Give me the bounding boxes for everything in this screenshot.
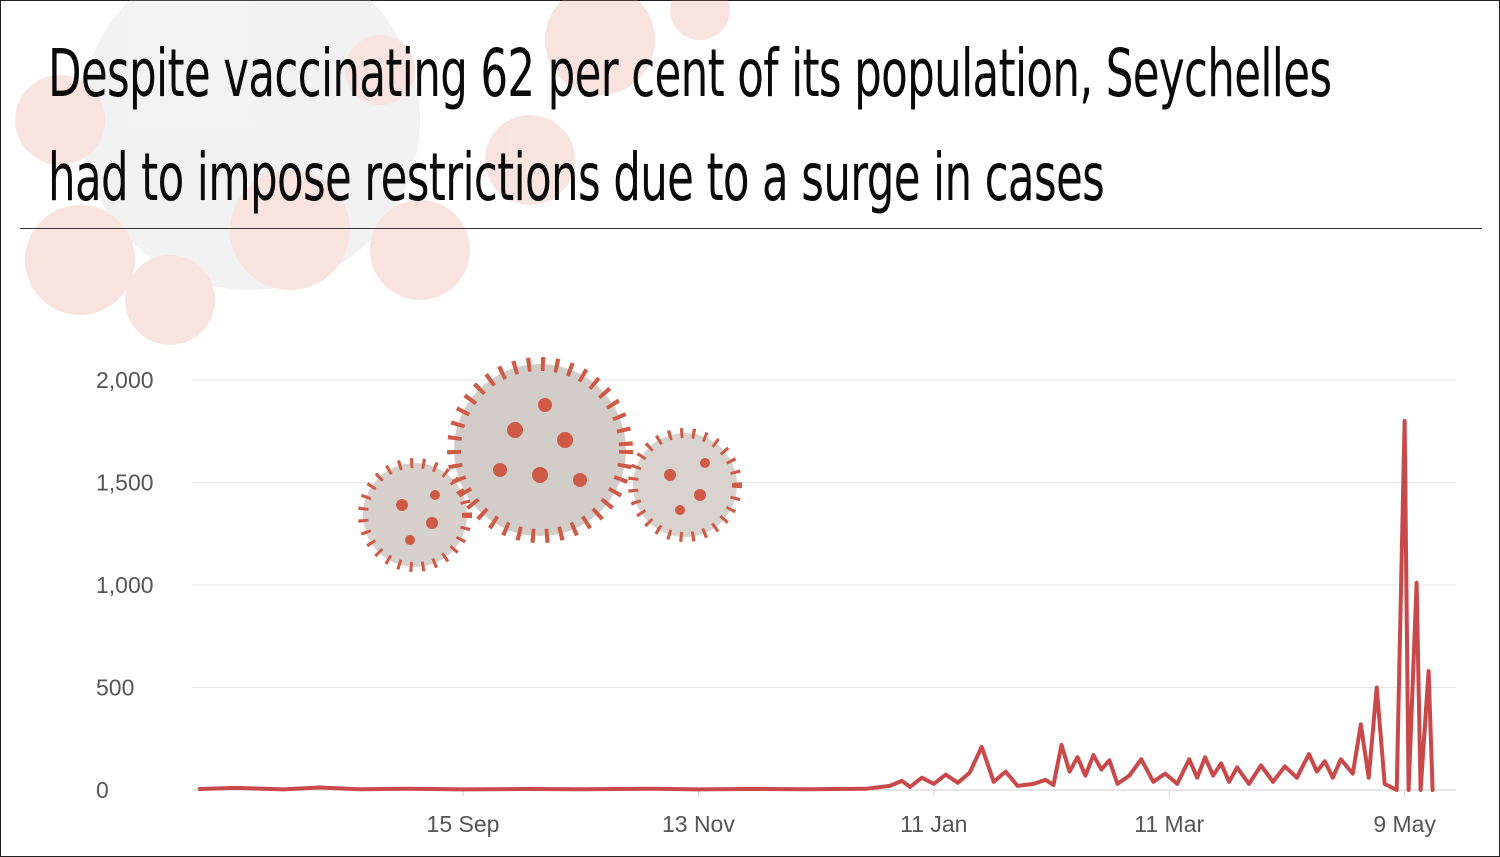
coronavirus-illustration	[358, 357, 742, 572]
x-tick-label: 9 May	[1373, 811, 1436, 837]
y-tick-label: 500	[96, 675, 134, 701]
virus-icon-large-center	[447, 357, 633, 543]
y-tick-label: 1,000	[96, 572, 154, 598]
title-divider	[20, 228, 1482, 229]
page-title: Despite vaccinating 62 per cent of its p…	[48, 22, 1332, 230]
y-tick-label: 2,000	[96, 367, 154, 393]
x-tick-label: 13 Nov	[662, 811, 735, 837]
x-tick-label: 11 Jan	[900, 811, 967, 837]
title-line-1: Despite vaccinating 62 per cent of its p…	[48, 35, 1332, 112]
y-tick-label: 0	[96, 777, 109, 803]
y-tick-label: 1,500	[96, 470, 154, 496]
x-tick-label: 11 Mar	[1134, 811, 1204, 837]
title-line-2: had to impose restrictions due to a surg…	[48, 139, 1105, 216]
x-tick-label: 15 Sep	[427, 811, 500, 837]
cases-chart: 2,000 1,500 1,000 500 0 15 Sep 13 Nov 11 Jan 11 …	[96, 367, 1456, 837]
virus-icon-small-left	[358, 458, 472, 572]
background-virus-illustration	[0, 0, 760, 360]
virus-icon-small-right	[628, 428, 742, 542]
